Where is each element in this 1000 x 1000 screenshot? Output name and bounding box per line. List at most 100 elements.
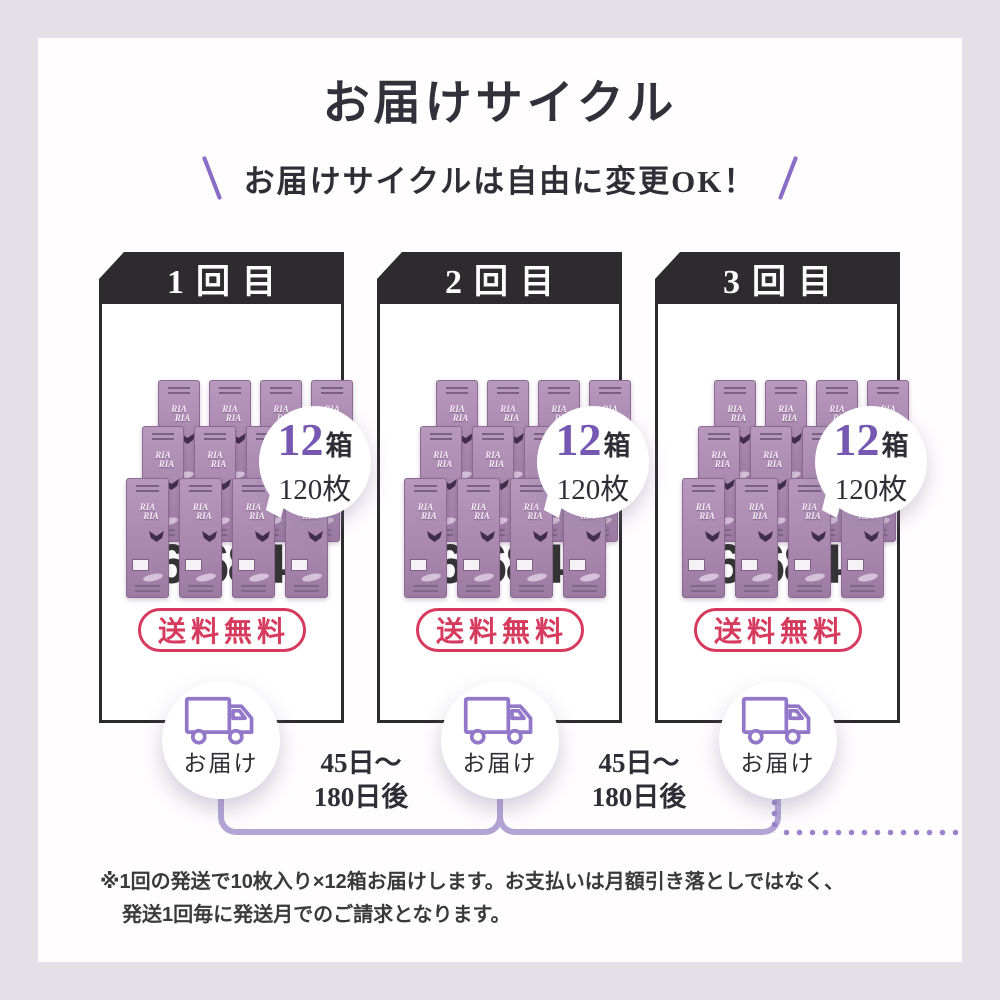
continuation-dotted-line-vertical xyxy=(771,797,778,833)
delivery-card-2: 2回目 RIA RIA RIA RIA xyxy=(377,252,649,723)
butterfly-graphic xyxy=(787,433,802,444)
interval-text-2: 45日〜 180日後 xyxy=(591,748,687,812)
package-top-lines xyxy=(168,387,190,397)
package-bottom-lines xyxy=(188,585,213,593)
package-photo-label xyxy=(291,559,308,571)
package-top-lines xyxy=(798,485,821,495)
badge-sheet-count: 120枚 xyxy=(278,473,352,506)
package-top-lines xyxy=(775,387,797,397)
butterfly-graphic xyxy=(705,531,720,542)
package-photo-label xyxy=(847,559,864,571)
quantity-badge: 12箱 120枚 xyxy=(815,406,927,518)
package-photo-label xyxy=(410,559,427,571)
free-shipping-badge: 送料無料 xyxy=(137,608,306,652)
package-photo-label xyxy=(688,559,705,571)
butterfly-graphic xyxy=(480,531,495,542)
delivery-step-circle-3: お届け xyxy=(719,681,837,799)
package-top-lines xyxy=(760,433,782,443)
butterfly-graphic xyxy=(427,531,442,542)
delivery-label: お届け xyxy=(740,751,816,776)
package-top-lines xyxy=(467,485,490,495)
delivery-step-circle-2: お届け xyxy=(441,681,559,799)
package-photo-label xyxy=(569,559,586,571)
package-top-lines xyxy=(548,387,570,397)
card-header-label: 2回目 xyxy=(445,263,566,301)
butterfly-graphic xyxy=(231,433,246,444)
package-bottom-lines xyxy=(241,585,266,593)
package-top-lines xyxy=(520,485,543,495)
package-bottom-lines xyxy=(519,585,544,593)
package-swoosh-graphic xyxy=(195,571,217,584)
quantity-badge: 12箱 120枚 xyxy=(259,406,371,518)
continuation-dotted-line-horizontal xyxy=(780,829,962,836)
package-top-lines xyxy=(599,387,621,397)
free-shipping-badge: 送料無料 xyxy=(415,608,584,652)
interval-text-1: 45日〜 180日後 xyxy=(313,748,409,812)
butterfly-graphic xyxy=(494,479,509,490)
butterfly-graphic xyxy=(255,531,270,542)
butterfly-graphic xyxy=(308,531,323,542)
delivery-label: お届け xyxy=(183,751,259,776)
package-top-lines xyxy=(446,387,468,397)
package-top-lines xyxy=(152,433,174,443)
delivery-truck-icon xyxy=(463,696,533,745)
package-swoosh-graphic xyxy=(526,571,548,584)
package-bottom-lines xyxy=(744,585,769,593)
package-top-lines xyxy=(826,387,848,397)
subtitle-text: お届けサイクルは自由に変更OK！ xyxy=(243,163,757,199)
package-bottom-lines xyxy=(691,585,716,593)
package-bottom-lines xyxy=(466,585,491,593)
package-swoosh-graphic xyxy=(857,571,879,584)
package-photo-label xyxy=(463,559,480,571)
butterfly-graphic xyxy=(509,433,524,444)
package-swoosh-graphic xyxy=(473,571,495,584)
butterfly-graphic xyxy=(202,531,217,542)
package-bottom-lines xyxy=(135,585,160,593)
package-swoosh-graphic xyxy=(698,571,720,584)
card-header: 3回目 xyxy=(655,252,900,304)
package-photo-label xyxy=(794,559,811,571)
delivery-card-3: 3回目 RIA RIA RIA RIA xyxy=(655,252,927,723)
package-photo-label xyxy=(238,559,255,571)
badge-sheet-count: 120枚 xyxy=(556,473,630,506)
package-bottom-lines xyxy=(572,585,597,593)
delivery-step-circle-1: お届け xyxy=(162,681,280,799)
package-bottom-lines xyxy=(850,585,875,593)
package-top-lines xyxy=(189,485,212,495)
footnote-line-1: ※1回の発送で10枚入り×12箱お届けします。お支払いは月額引き落としではなく、 xyxy=(100,871,845,893)
butterfly-graphic xyxy=(442,479,457,490)
delivery-card-1: 1回目 RIA RIA RIA RIA xyxy=(99,252,371,723)
card-header-label: 3回目 xyxy=(723,263,844,301)
package-top-lines xyxy=(708,433,730,443)
delivery-truck-icon xyxy=(741,696,811,745)
package-top-lines xyxy=(414,485,437,495)
butterfly-graphic xyxy=(458,433,473,444)
package-top-lines xyxy=(136,485,159,495)
package-swoosh-graphic xyxy=(751,571,773,584)
package-top-lines xyxy=(745,485,768,495)
butterfly-graphic xyxy=(149,531,164,542)
package-swoosh-graphic xyxy=(248,571,270,584)
package-bottom-lines xyxy=(413,585,438,593)
